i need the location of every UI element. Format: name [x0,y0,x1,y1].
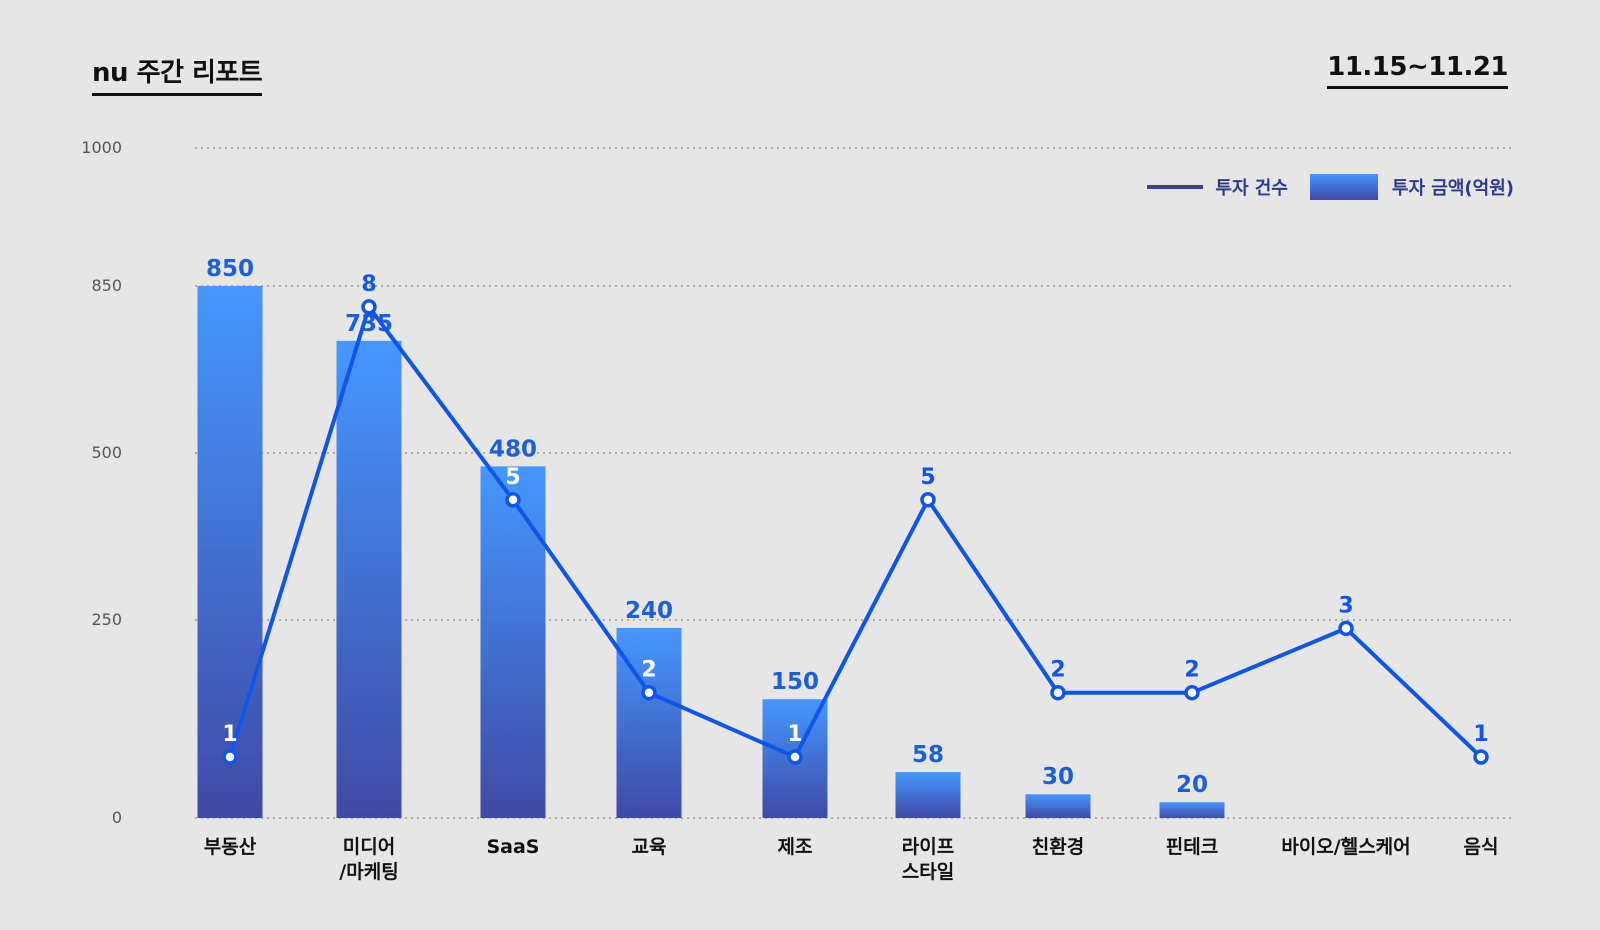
x-tick-label: SaaS [486,836,539,858]
bar [616,627,682,818]
count-value-label: 3 [1338,593,1353,618]
bar-value-label: 480 [489,436,537,462]
count-point [1050,684,1066,701]
count-value-label: 1 [222,722,237,747]
x-tick-label: 음식 [1464,836,1499,858]
report-title: nu 주간 리포트 [92,52,263,96]
count-point [1473,749,1489,765]
x-tick-label: 라이프 스타일 [902,836,954,883]
count-value-label: 2 [1184,658,1199,683]
count-value-label: 8 [361,272,376,297]
count-point [505,492,521,508]
bar [1159,802,1225,818]
x-tick-label: 교육 [632,836,667,858]
y-tick-label: 1000 [81,138,122,157]
count-point [222,749,238,765]
legend-bar-label: 투자 금액(억원) [1391,178,1514,199]
count-line [228,304,1483,759]
x-tick-label: 미디어/마케팅 [339,836,398,883]
x-tick-label: 바이오/헬스케어 [1281,836,1410,858]
y-tick-label: 500 [91,443,122,462]
count-point [1338,620,1354,637]
bar-value-label: 240 [625,598,673,624]
bar [1025,794,1091,818]
bar-value-label: 58 [912,742,944,768]
y-tick-label: 850 [91,276,122,295]
chart-legend: 투자 건수 투자 금액(억원) [1147,174,1514,200]
bar-value-label: 30 [1042,764,1074,790]
count-point [787,749,803,765]
count-point [641,684,657,701]
count-point [361,299,377,315]
count-value-label: 2 [641,658,656,683]
count-value-label: 5 [505,465,520,490]
legend-line-label: 투자 건수 [1215,178,1288,199]
bar [336,340,402,818]
count-value-label: 1 [1473,722,1488,747]
bar-value-label: 150 [771,669,819,695]
legend-bar-swatch [1309,174,1378,200]
x-tick-label: 부동산 [204,836,257,858]
x-tick-label: 친환경 [1032,836,1084,858]
count-point [920,492,936,508]
count-value-label: 2 [1050,658,1065,683]
legend-line-swatch [1147,185,1204,189]
bar-value-label: 850 [206,256,254,282]
y-tick-label: 250 [91,610,122,629]
bar [197,286,263,818]
count-value-label: 1 [787,722,802,747]
count-point [1184,684,1200,701]
count-value-label: 5 [920,465,935,490]
y-tick-label: 0 [112,808,122,827]
x-tick-label: 핀테크 [1166,836,1218,858]
bar-value-label: 20 [1176,772,1208,798]
bar [480,466,546,818]
bar [895,772,961,818]
x-tick-label: 제조 [778,836,813,858]
date-range: 11.15~11.21 [1327,52,1508,89]
bar-value-label: 735 [345,311,393,337]
